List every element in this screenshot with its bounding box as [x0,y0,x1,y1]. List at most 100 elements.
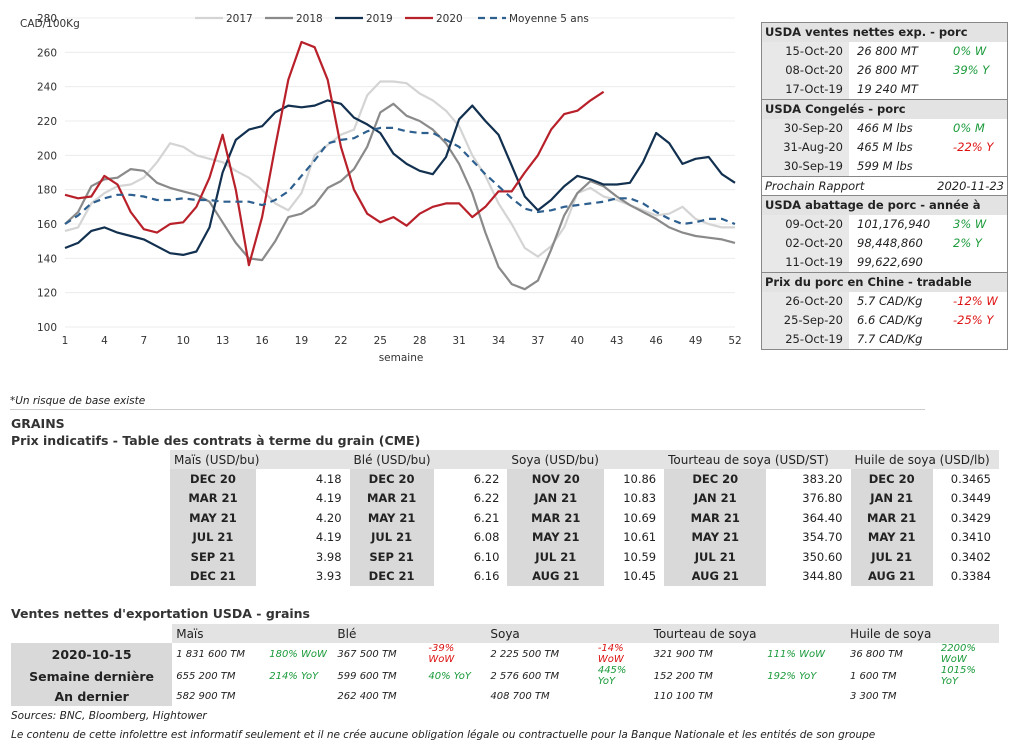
contract-price: 6.21 [473,510,500,525]
usda-change [949,157,1007,176]
futures-header: Tourteau de soya (USD/ST) [664,450,851,469]
exports-volume: 367 500 TM [337,648,397,660]
x-tick-label: 46 [649,335,663,347]
contract-month: MAR 21 [507,508,605,528]
contract-price: 10.83 [623,491,657,506]
hog-price-chart: 100 120 140 160 180 200 220 240 260 280 1 4 7 10 13 16 1… [20,13,742,364]
x-tick-label: 43 [610,335,623,347]
series-line-moyenne-5-ans [64,126,736,226]
legend-label: 2019 [366,13,393,25]
contract-price: 3.93 [315,569,342,584]
exports-row: An dernier 582 900 TM 262 400 TM 408 700 TM… [11,687,999,706]
usda-change [949,330,1007,349]
contract-month: MAR 21 [850,508,933,528]
contract-price: 4.19 [315,491,342,506]
x-tick-label: 1 [62,335,69,347]
y-tick-label: 240 [37,82,57,94]
x-tick-label: 4 [101,335,108,347]
usda-date: 30-Sep-19 [762,157,849,176]
next-report-date: 2020-11-23 [937,179,1004,193]
futures-header: Blé (USD/bu) [349,450,508,469]
contract-month: JAN 21 [507,488,605,508]
contract-month: MAR 21 [349,488,434,508]
usda-value: 465 M lbs [857,140,913,154]
usda-change: 39% Y [953,63,990,77]
exports-row-label: Semaine dernière [11,665,173,687]
legend-label: 2020 [436,13,463,25]
grains-title: GRAINS [11,416,65,431]
usda-change [949,253,1007,272]
exports-change: 111% WoW [767,648,825,660]
usda-date: 17-Oct-19 [762,80,849,99]
exports-change: -39% WoW [428,643,455,665]
basis-risk-note: *Un risque de base existe [10,395,146,407]
contract-month: MAY 21 [349,508,434,528]
exports-volume: 655 200 TM [176,670,236,682]
futures-table-title: Prix indicatifs - Table des contrats à t… [11,433,421,448]
usda-row: 31-Aug-20 465 M lbs -22% Y [762,138,1007,157]
exports-header-row: Maïs Blé Soya Tourteau de soya Huile de soya [11,624,999,643]
contract-month: JUL 21 [170,527,256,547]
contract-price: 10.45 [623,569,657,584]
exports-volume: 2 225 500 TM [490,648,560,660]
usda-change [949,80,1007,99]
usda-change: 3% W [953,217,987,231]
usda-row: 17-Oct-19 19 240 MT [762,80,1007,99]
contract-price: 0.3402 [950,549,991,564]
contract-price: 0.3410 [950,530,991,545]
series-line-2020 [64,40,605,267]
usda-change: -25% Y [953,313,994,327]
usda-date: 08-Oct-20 [762,61,849,80]
series-line-2017 [64,80,735,258]
exports-header: Maïs [172,624,334,643]
usda-date: 31-Aug-20 [762,138,849,157]
exports-change: 40% YoY [428,670,472,682]
exports-volume: 582 900 TM [176,691,236,702]
usda-value: 5.7 CAD/Kg [857,294,923,308]
y-tick-label: 280 [37,13,57,25]
usda-date: 02-Oct-20 [762,234,849,253]
usda-change: 0% W [953,44,987,58]
disclaimer-text: Le contenu de cette infolettre est infor… [11,729,876,741]
contract-price: 364.40 [802,510,843,525]
usda-date: 25-Oct-19 [762,330,849,349]
section-divider [10,409,925,410]
exports-row: 2020-10-15 1 831 600 TM 180% WoW 367 500 TM… [11,643,999,665]
usda-date: 11-Oct-19 [762,253,849,272]
contract-month: SEP 21 [170,547,256,567]
contract-price: 10.59 [623,549,657,564]
x-tick-label: 22 [334,335,347,347]
contract-month: MAY 21 [664,527,767,547]
exports-volume: 1 600 TM [849,670,897,682]
contract-price: 0.3449 [950,491,991,506]
usda-value: 7.7 CAD/Kg [857,332,923,346]
contract-price: 3.98 [315,549,342,564]
exports-change [937,687,999,706]
usda-section-title: USDA Congelés - porc [762,99,1007,119]
contract-month: MAY 21 [170,508,256,528]
exports-change: 1015% YoY [940,665,976,687]
usda-value: 466 M lbs [857,121,913,135]
contract-price: 6.22 [473,471,500,486]
usda-section-title: USDA abattage de porc - année à date [762,195,1007,229]
usda-pork-summary-box: USDA ventes nettes exp. - porc 15-Oct-20 2… [761,22,1008,350]
usda-value: 99,622,690 [857,255,923,269]
next-report-label: Prochain Rapport [765,179,865,193]
x-tick-label: 31 [452,335,465,347]
contract-price: 354.70 [802,530,843,545]
usda-row: 11-Oct-19 99,622,690 [762,253,1007,272]
exports-row-label: 2020-10-15 [11,643,173,665]
contract-month: JUL 21 [507,547,605,567]
exports-header-blank [11,624,173,643]
x-tick-label: 49 [689,335,702,347]
futures-row: DEC 20 4.18 DEC 20 6.22 NOV 20 10.86 DEC 20 383… [170,469,999,489]
series-line-2019 [64,99,736,256]
futures-header: Maïs (USD/bu) [170,450,350,469]
contract-price: 6.08 [473,530,500,545]
contract-price: 10.69 [623,510,657,525]
exports-volume: 110 100 TM [653,691,713,702]
usda-value: 6.6 CAD/Kg [857,313,923,327]
next-report-row: Prochain Rapport 2020-11-23 [762,176,1007,195]
usda-change: 0% M [953,121,985,135]
contract-price: 344.80 [802,569,843,584]
